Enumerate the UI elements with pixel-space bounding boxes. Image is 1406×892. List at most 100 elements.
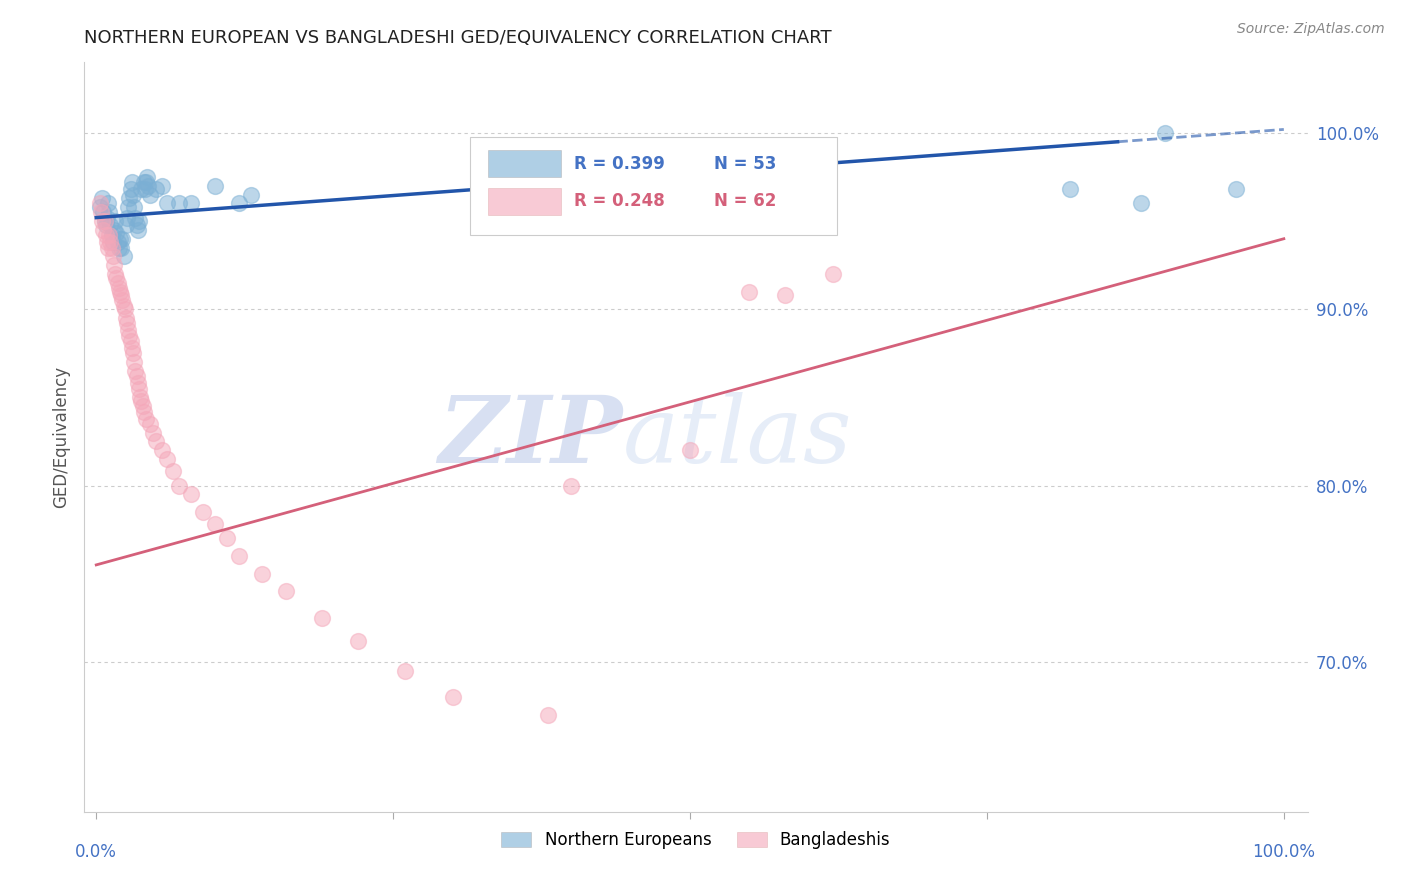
Point bbox=[101, 249, 124, 263]
Text: R = 0.248: R = 0.248 bbox=[574, 192, 665, 210]
Point bbox=[311, 611, 333, 625]
Point bbox=[94, 228, 117, 243]
Point bbox=[107, 281, 129, 295]
Point bbox=[101, 235, 124, 250]
Point bbox=[105, 227, 128, 241]
Point bbox=[107, 241, 129, 255]
Point bbox=[132, 175, 155, 189]
Point bbox=[114, 302, 136, 317]
Point bbox=[773, 288, 796, 302]
Point bbox=[93, 214, 115, 228]
Point bbox=[97, 196, 120, 211]
Point bbox=[204, 178, 226, 193]
Text: R = 0.399: R = 0.399 bbox=[574, 154, 665, 172]
Point bbox=[162, 465, 184, 479]
Point bbox=[228, 196, 250, 211]
Point bbox=[111, 293, 134, 308]
Point bbox=[97, 241, 120, 255]
Point bbox=[131, 182, 153, 196]
Point bbox=[215, 532, 238, 546]
Text: atlas: atlas bbox=[623, 392, 852, 482]
Point bbox=[117, 200, 139, 214]
Point bbox=[501, 182, 523, 196]
Point bbox=[252, 566, 274, 581]
Point bbox=[125, 218, 148, 232]
Point bbox=[125, 369, 148, 384]
Point bbox=[110, 241, 132, 255]
Point bbox=[89, 200, 111, 214]
Point bbox=[100, 228, 122, 243]
Point bbox=[156, 452, 179, 467]
Point bbox=[127, 223, 149, 237]
FancyBboxPatch shape bbox=[470, 137, 837, 235]
Point bbox=[104, 214, 127, 228]
Point bbox=[112, 299, 135, 313]
Point bbox=[110, 288, 132, 302]
Point bbox=[145, 434, 167, 449]
Point bbox=[128, 214, 150, 228]
Point bbox=[100, 241, 122, 255]
Point bbox=[135, 411, 157, 425]
Point bbox=[103, 258, 125, 272]
Point bbox=[239, 187, 262, 202]
Point bbox=[120, 182, 142, 196]
Point bbox=[93, 214, 115, 228]
Point bbox=[1059, 182, 1081, 196]
Point bbox=[96, 211, 118, 225]
Text: N = 62: N = 62 bbox=[714, 192, 776, 210]
Point bbox=[132, 404, 155, 418]
Point bbox=[169, 478, 191, 492]
Point bbox=[91, 191, 114, 205]
Point bbox=[150, 178, 173, 193]
Point bbox=[103, 223, 125, 237]
Point bbox=[679, 443, 702, 458]
Point bbox=[107, 276, 129, 290]
Point bbox=[90, 205, 112, 219]
Point bbox=[93, 205, 115, 219]
Point bbox=[180, 196, 202, 211]
Point bbox=[138, 417, 160, 431]
Point bbox=[100, 218, 122, 232]
Point bbox=[98, 228, 121, 243]
Point bbox=[127, 376, 149, 391]
Point bbox=[124, 364, 146, 378]
Bar bbox=[488, 150, 561, 178]
Point bbox=[120, 334, 142, 348]
Point bbox=[134, 182, 156, 196]
Point bbox=[115, 317, 138, 331]
Point bbox=[104, 267, 127, 281]
Point bbox=[121, 341, 143, 355]
Point bbox=[346, 633, 368, 648]
Text: 100.0%: 100.0% bbox=[1253, 844, 1316, 862]
Bar bbox=[488, 187, 561, 215]
Point bbox=[228, 549, 250, 563]
Point bbox=[138, 187, 160, 202]
Point bbox=[180, 487, 202, 501]
Point bbox=[797, 182, 820, 196]
Point bbox=[105, 270, 128, 285]
Point bbox=[394, 664, 416, 678]
Point bbox=[98, 205, 121, 219]
Point bbox=[276, 584, 298, 599]
Point bbox=[117, 323, 139, 337]
Text: NORTHERN EUROPEAN VS BANGLADESHI GED/EQUIVALENCY CORRELATION CHART: NORTHERN EUROPEAN VS BANGLADESHI GED/EQU… bbox=[84, 29, 832, 47]
Point bbox=[121, 175, 143, 189]
Point bbox=[112, 249, 135, 263]
Point bbox=[124, 211, 146, 225]
Point bbox=[169, 196, 191, 211]
Point bbox=[89, 196, 111, 211]
Point bbox=[821, 267, 844, 281]
Point bbox=[129, 391, 152, 405]
Point bbox=[131, 399, 153, 413]
Point bbox=[142, 425, 165, 440]
Point bbox=[191, 505, 214, 519]
Y-axis label: GED/Equivalency: GED/Equivalency bbox=[52, 366, 70, 508]
Point bbox=[204, 517, 226, 532]
Point bbox=[122, 187, 145, 202]
Point bbox=[128, 382, 150, 396]
Point bbox=[136, 169, 159, 184]
Point bbox=[115, 211, 138, 225]
Text: N = 53: N = 53 bbox=[714, 154, 776, 172]
Text: 0.0%: 0.0% bbox=[76, 844, 117, 862]
Point bbox=[1154, 126, 1177, 140]
